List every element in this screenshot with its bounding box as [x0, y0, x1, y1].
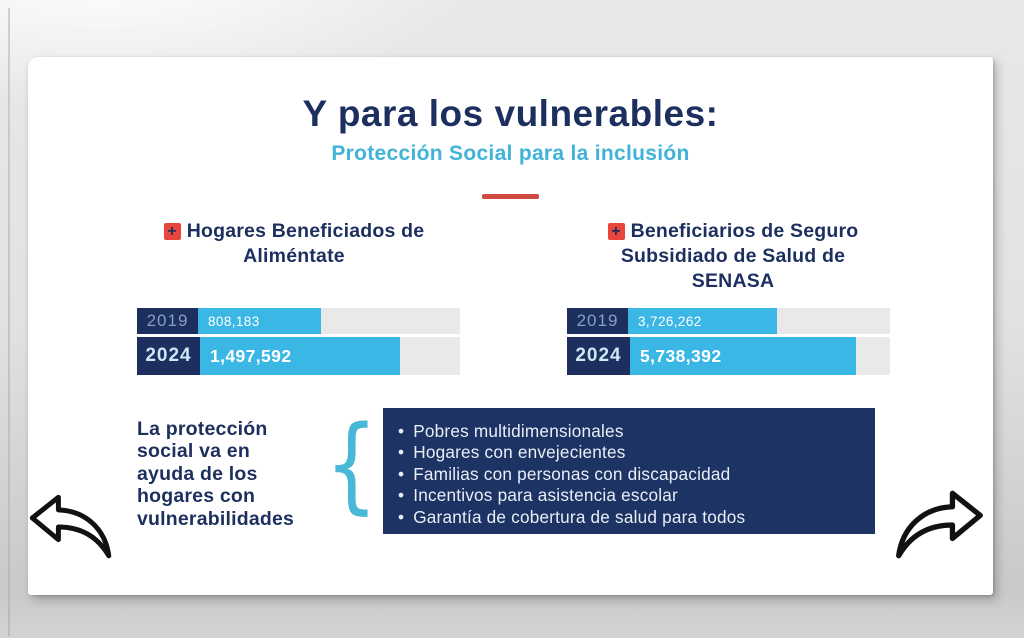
chart-heading-alimentate: + Hogares Beneficiados de Aliméntate	[94, 219, 494, 269]
heading-line: Subsidiado de Salud de	[620, 245, 846, 267]
heading-line: SENASA	[691, 270, 775, 292]
red-plus-icon: +	[163, 223, 181, 240]
lead-line: social va en	[137, 440, 250, 463]
heading-line: Beneficiarios de Seguro	[630, 220, 859, 242]
slide-page: Y para los vulnerables: Protección Socia…	[28, 57, 993, 595]
bullet-item: • Familias con personas con discapacidad	[398, 463, 731, 484]
slide-subtitle: Protección Social para la inclusión	[331, 142, 690, 165]
bar-value: 3,726,262	[638, 313, 702, 329]
lead-line: hogares con	[137, 485, 256, 508]
bullet-item: • Pobres multidimensionales	[398, 421, 624, 441]
bar-row-2019: 2019 808,183	[137, 308, 460, 334]
bullet-item: • Incentivos para asistencia escolar	[398, 485, 678, 506]
bar-value: 808,183	[208, 313, 260, 329]
callout-lead-text: La protección social va en ayuda de los …	[137, 418, 352, 530]
bar-track: 3,726,262	[628, 308, 890, 334]
bullet-item: • Hogares con envejecientes	[398, 442, 626, 463]
red-plus-icon: +	[607, 223, 625, 240]
curved-arrow-right-icon	[891, 484, 987, 566]
lead-line: La protección	[137, 418, 268, 440]
lead-line: ayuda de los	[137, 462, 258, 485]
slide-title: Y para los vulnerables:	[302, 93, 719, 134]
year-label: 2024	[137, 337, 200, 375]
lead-line: vulnerabilidades	[137, 507, 295, 530]
heading-line: Hogares Beneficiados de	[186, 220, 425, 242]
chart-heading-senasa: + Beneficiarios de Seguro Subsidiado de …	[533, 219, 933, 294]
bar-2024: 5,738,392	[630, 337, 857, 375]
page-edge-strip	[8, 8, 10, 636]
bar-2019: 808,183	[198, 308, 322, 334]
bar-row-2019: 2019 3,726,262	[567, 308, 890, 334]
chart-senasa: 2019 3,726,262 2024 5,738,392	[567, 308, 890, 375]
next-page-button[interactable]	[891, 484, 987, 566]
year-label: 2019	[137, 308, 198, 334]
bullet-item: • Garantía de cobertura de salud para tod…	[398, 506, 746, 527]
chart-alimentate: 2019 808,183 2024 1,497,592	[137, 308, 460, 375]
bar-track: 5,738,392	[630, 337, 890, 375]
previous-page-button[interactable]	[26, 488, 116, 566]
bar-row-2024: 2024 1,497,592	[137, 337, 460, 375]
bar-2024: 1,497,592	[200, 337, 401, 375]
bar-value: 1,497,592	[210, 345, 292, 366]
bar-track: 1,497,592	[200, 337, 460, 375]
bar-value: 5,738,392	[640, 345, 722, 366]
bar-track: 808,183	[198, 308, 460, 334]
bar-2019: 3,726,262	[628, 308, 778, 334]
year-label: 2024	[567, 337, 630, 375]
curved-arrow-left-icon	[26, 488, 116, 566]
title-divider	[482, 194, 539, 199]
bar-row-2024: 2024 5,738,392	[567, 337, 890, 375]
year-label: 2019	[567, 308, 628, 334]
bullet-panel: • Pobres multidimensionales • Hogares con …	[383, 408, 875, 534]
heading-line: Aliméntate	[243, 245, 345, 267]
curly-brace: {	[325, 403, 378, 525]
